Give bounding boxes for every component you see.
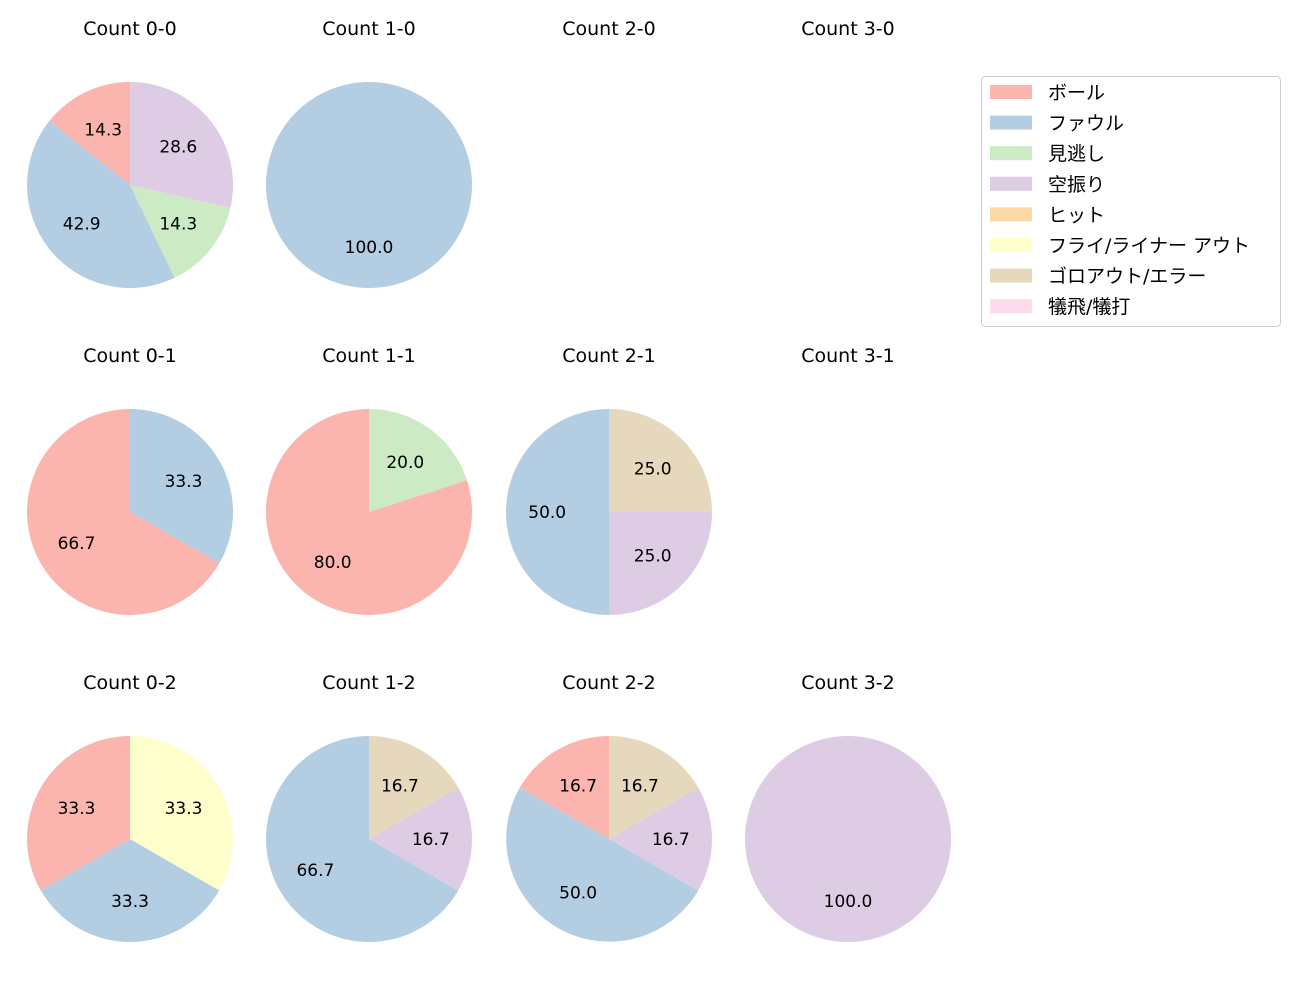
slice-label: 16.7 — [412, 830, 450, 850]
pie-panel: Count 2-0 — [562, 18, 656, 40]
pie-slice — [130, 185, 231, 278]
pie-slice — [130, 82, 234, 208]
legend-swatch — [990, 207, 1032, 222]
panel-title: Count 0-1 — [83, 345, 177, 367]
slice-label: 33.3 — [111, 892, 149, 912]
pie-panel: Count 2-2 16.7 50.0 16.7 16.7 — [506, 672, 712, 942]
pie-slice — [609, 512, 712, 615]
pie-panel: Count 0-1 66.7 33.3 — [26, 345, 233, 616]
panel-title: Count 1-1 — [322, 345, 416, 367]
legend-label: 犠飛/犠打 — [1048, 296, 1130, 318]
panel-title: Count 1-2 — [322, 672, 416, 694]
slice-label: 50.0 — [528, 503, 566, 523]
pie-slice — [609, 787, 712, 891]
pie-panel: Count 3-0 — [801, 18, 895, 40]
pie-slice — [40, 839, 220, 942]
panel-title: Count 1-0 — [322, 18, 416, 40]
panel-title: Count 0-2 — [83, 672, 177, 694]
legend-label: フライ/ライナー アウト — [1048, 235, 1250, 257]
pie-panel: Count 2-1 50.0 25.0 25.0 — [506, 345, 712, 615]
pie-slice — [26, 409, 220, 616]
slice-label: 80.0 — [314, 553, 352, 573]
panel-title: Count 2-2 — [562, 672, 656, 694]
slice-label: 50.0 — [559, 884, 597, 904]
legend-swatch — [990, 176, 1032, 191]
pie-panel: Count 3-2 100.0 — [745, 672, 951, 942]
slice-label: 33.3 — [165, 472, 203, 492]
panel-title: Count 3-2 — [801, 672, 895, 694]
pie-panel: Count 1-0 100.0 — [266, 18, 472, 288]
legend-label: ファウル — [1048, 113, 1124, 135]
pie-slice — [519, 736, 609, 839]
slice-label: 16.7 — [621, 777, 659, 797]
legend-swatch — [990, 299, 1032, 314]
pie-slice — [745, 736, 951, 942]
pie-slice — [506, 409, 609, 615]
slice-label: 16.7 — [381, 777, 419, 797]
slice-label: 33.3 — [58, 799, 96, 819]
legend-swatch — [990, 238, 1032, 252]
pie-slice — [49, 82, 130, 185]
pie-slice — [609, 409, 712, 512]
legend-label: 見逃し — [1048, 143, 1105, 165]
slice-label: 25.0 — [634, 547, 672, 567]
pie-slice — [26, 120, 175, 289]
pie-slice — [506, 787, 699, 942]
slice-label: 33.3 — [165, 799, 203, 819]
slice-label: 16.7 — [652, 830, 690, 850]
pie-slice — [266, 409, 473, 615]
legend-label: ゴロアウト/エラー — [1048, 266, 1206, 288]
pie-slice — [369, 409, 467, 512]
pie-slice — [130, 409, 233, 564]
pie-slice — [609, 736, 699, 839]
pie-slice — [369, 736, 459, 839]
legend-swatch — [990, 268, 1032, 283]
pie-panel: Count 3-1 — [801, 345, 895, 367]
slice-label: 66.7 — [58, 534, 96, 554]
panel-title: Count 3-1 — [801, 345, 895, 367]
pie-panel: Count 1-2 66.7 16.7 16.7 — [265, 672, 472, 943]
pie-slice — [27, 736, 130, 891]
slice-label: 14.3 — [159, 215, 197, 235]
slice-label: 66.7 — [296, 861, 334, 881]
legend-label: ボール — [1048, 82, 1105, 104]
pie-slice — [130, 736, 233, 891]
pie-panel: Count 0-2 33.3 33.3 33.3 — [27, 672, 233, 942]
pie-panel: Count 1-1 80.0 20.0 — [266, 345, 473, 615]
slice-label: 20.0 — [386, 453, 424, 473]
slice-label: 100.0 — [824, 892, 873, 912]
slice-label: 28.6 — [159, 138, 197, 158]
panel-title: Count 2-1 — [562, 345, 656, 367]
panel-title: Count 2-0 — [562, 18, 656, 40]
legend-swatch — [990, 115, 1032, 130]
slice-label: 100.0 — [345, 238, 394, 258]
slice-label: 14.3 — [84, 120, 122, 140]
legend-frame — [981, 76, 1281, 327]
pie-slice — [265, 736, 459, 943]
pie-slice — [266, 82, 472, 288]
pie-slice — [369, 787, 472, 891]
legend-label: 空振り — [1048, 174, 1105, 196]
panel-title: Count 3-0 — [801, 18, 895, 40]
slice-label: 42.9 — [63, 215, 101, 235]
slice-label: 25.0 — [634, 459, 672, 479]
slice-label: 16.7 — [559, 777, 597, 797]
legend-swatch — [990, 85, 1032, 99]
legend-label: ヒット — [1048, 204, 1105, 226]
panel-title: Count 0-0 — [83, 18, 177, 40]
pie-panel: Count 0-0 14.3 42.9 14.3 28.6 — [26, 18, 234, 289]
legend-swatch — [990, 146, 1032, 161]
